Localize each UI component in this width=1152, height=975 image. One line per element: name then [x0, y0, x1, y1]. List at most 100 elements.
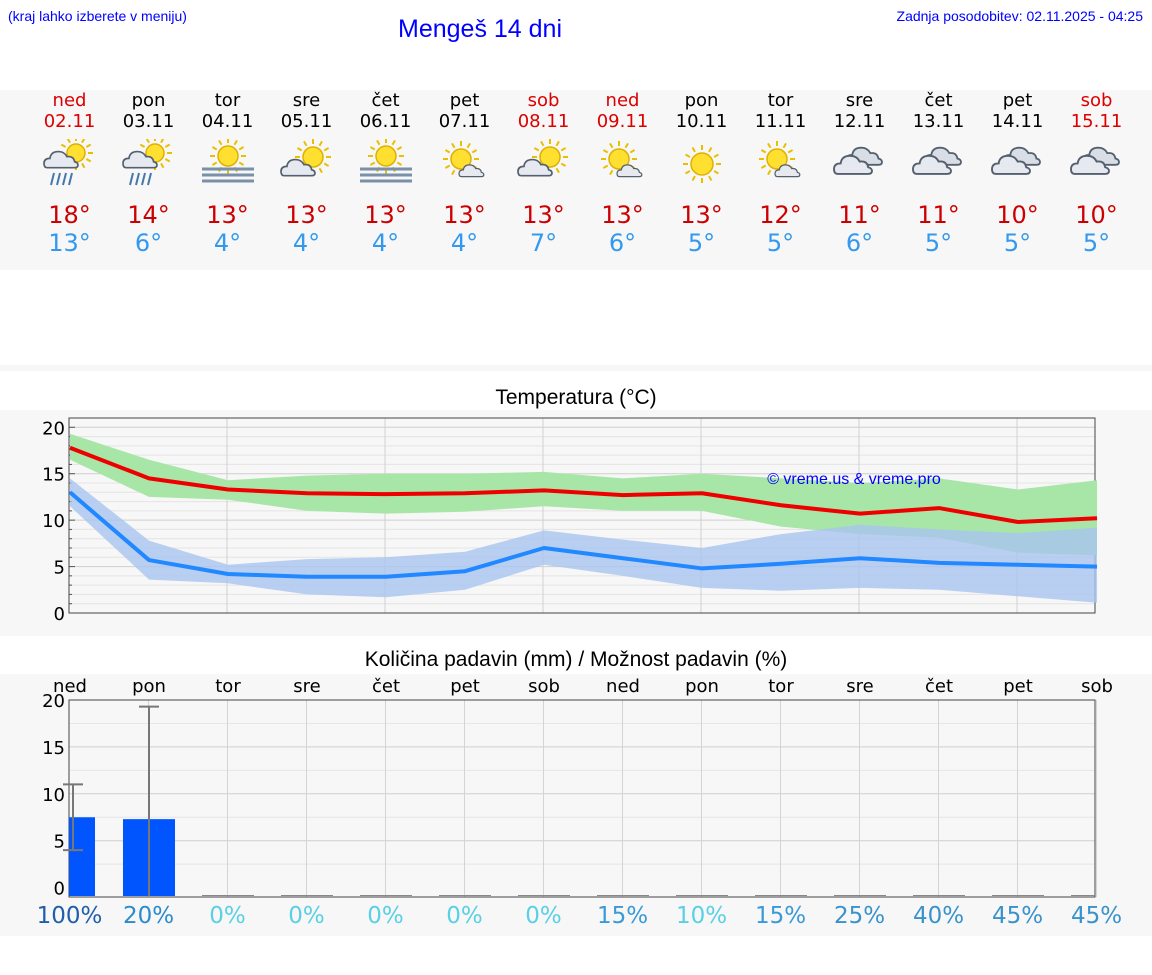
precipitation-chance-label: 15% — [596, 903, 649, 929]
x-category-label: ned — [53, 676, 87, 697]
precipitation-bar — [992, 895, 1044, 896]
precipitation-chance-label: 15% — [754, 903, 807, 929]
forecast-day: sre 05.11 13° 4° — [267, 90, 346, 257]
location-hint: (kraj lahko izberete v meniju) — [8, 8, 187, 24]
x-category-label: čet — [372, 676, 400, 697]
plot-frame — [68, 699, 1096, 898]
x-category-label: tor — [215, 676, 241, 697]
day-name: pet — [1002, 90, 1033, 111]
forecast-day: sre 12.11 11° 6° — [820, 90, 899, 257]
y-tick-label: 10 — [42, 511, 65, 532]
sun-fog-icon — [201, 139, 254, 183]
day-date: 14.11 — [991, 111, 1044, 132]
forecast-day: sob 08.11 13° 7° — [504, 90, 583, 257]
sun-small-cloud-icon — [442, 141, 484, 178]
day-date: 05.11 — [280, 111, 333, 132]
temp-min: 13° — [48, 229, 91, 257]
day-name: pon — [684, 90, 719, 111]
forecast-day: čet 06.11 13° 4° — [346, 90, 425, 257]
last-updated: Zadnja posodobitev: 02.11.2025 - 04:25 — [896, 8, 1143, 24]
temp-max: 13° — [522, 201, 565, 229]
temp-min: 6° — [134, 229, 163, 257]
forecast-day: pet 07.11 13° 4° — [425, 90, 504, 257]
forecast-day: ned 02.11 18° 13° — [30, 90, 109, 257]
x-category-label: sob — [528, 676, 560, 697]
precipitation-chart: ned pon tor sre čet pet sob ned pon tor sre čet pet s… — [0, 674, 1152, 936]
temp-max: 13° — [601, 201, 644, 229]
temp-min: 5° — [1082, 229, 1111, 257]
day-name: tor — [767, 90, 794, 111]
temp-min: 5° — [924, 229, 953, 257]
y-tick-label: 0 — [54, 879, 65, 900]
forecast-day: sob 15.11 10° 5° — [1057, 90, 1136, 257]
day-name: čet — [924, 90, 953, 111]
temp-max: 13° — [206, 201, 249, 229]
precipitation-chance-label: 0% — [367, 903, 404, 929]
precipitation-bar — [202, 895, 254, 896]
precipitation-chance-label: 100% — [36, 903, 103, 929]
day-date: 13.11 — [912, 111, 965, 132]
day-date: 06.11 — [359, 111, 412, 132]
precipitation-bar — [834, 895, 886, 896]
day-name: ned — [605, 90, 640, 111]
temperature-chart: 0 5 10 15 20 © vreme.us & vreme.pro — [0, 410, 1152, 636]
forecast-day: pet 14.11 10° 5° — [978, 90, 1057, 257]
precipitation-bar — [518, 895, 570, 896]
temp-max: 13° — [285, 201, 328, 229]
day-date: 03.11 — [122, 111, 175, 132]
page-title: Mengeš 14 dni — [398, 15, 563, 43]
sun-cloud-icon — [279, 139, 331, 177]
precipitation-bar — [1071, 895, 1095, 896]
sun-cloud-rain-icon — [121, 139, 172, 186]
day-date: 12.11 — [833, 111, 886, 132]
precipitation-chance-label: 10% — [675, 903, 728, 929]
sun-small-cloud-icon — [600, 141, 642, 178]
day-date: 08.11 — [517, 111, 570, 132]
x-category-label: tor — [768, 676, 794, 697]
x-category-label: sre — [293, 676, 320, 697]
temperature-chart-title: Temperatura (°C) — [495, 386, 657, 409]
x-category-label: pet — [450, 676, 480, 697]
temp-max: 13° — [364, 201, 407, 229]
clouds-icon — [832, 146, 883, 175]
day-date: 09.11 — [596, 111, 649, 132]
forecast-day: tor 04.11 13° 4° — [188, 90, 267, 257]
temp-max: 10° — [996, 201, 1039, 229]
day-name: sre — [845, 90, 874, 111]
min-temperature-line — [68, 490, 1098, 579]
temp-max: 10° — [1075, 201, 1118, 229]
y-tick-label: 5 — [54, 558, 65, 579]
max-temperature-line — [69, 445, 1098, 524]
temp-min: 5° — [766, 229, 795, 257]
precipitation-chance-label: 0% — [446, 903, 483, 929]
y-tick-label: 20 — [42, 418, 65, 439]
min-range-band — [70, 478, 1097, 603]
day-name: tor — [214, 90, 241, 111]
precipitation-chart-title: Količina padavin (mm) / Možnost padavin … — [364, 648, 788, 671]
day-date: 04.11 — [201, 111, 254, 132]
x-category-label: čet — [925, 676, 953, 697]
precipitation-bar — [281, 895, 333, 896]
temp-max: 14° — [127, 201, 170, 229]
y-tick-label: 0 — [54, 604, 65, 625]
x-category-label: ned — [606, 676, 640, 697]
temp-min: 4° — [292, 229, 321, 257]
day-name: pon — [131, 90, 166, 111]
x-category-label: sre — [846, 676, 873, 697]
separator — [0, 365, 1152, 371]
clouds-icon — [990, 146, 1041, 175]
day-name: sob — [1080, 90, 1113, 111]
precipitation-chance-label: 40% — [912, 903, 965, 929]
day-date: 07.11 — [438, 111, 491, 132]
temp-max: 13° — [680, 201, 723, 229]
forecast-day: tor 11.11 12° 5° — [741, 90, 820, 257]
temp-min: 5° — [1003, 229, 1032, 257]
y-tick-label: 20 — [42, 691, 65, 712]
day-date: 11.11 — [754, 111, 807, 132]
precipitation-chance-label: 0% — [288, 903, 325, 929]
day-name: sob — [527, 90, 560, 111]
temp-min: 7° — [529, 229, 558, 257]
precipitation-chance-label: 0% — [209, 903, 246, 929]
y-tick-label: 10 — [42, 785, 65, 806]
sun-cloud-rain-icon — [42, 139, 93, 186]
